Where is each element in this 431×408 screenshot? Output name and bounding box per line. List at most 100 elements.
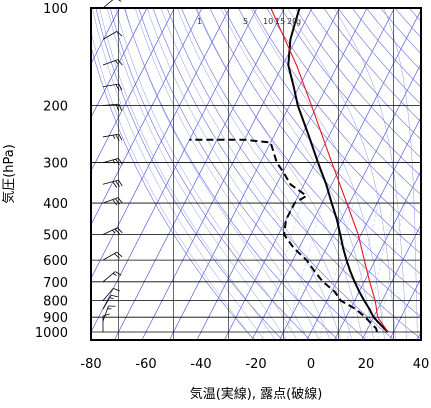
mixing-ratio-label: 5	[243, 17, 248, 26]
barb-flag	[117, 227, 123, 234]
moist-adiabat-line	[124, 8, 308, 340]
wind-barb	[102, 294, 118, 310]
barb-flag	[114, 253, 120, 259]
isotherm-line	[169, 8, 340, 340]
moist-adiabat-line	[383, 8, 418, 339]
y-tick-label: 800	[43, 295, 68, 310]
mixing-ratio-label: 1	[197, 17, 202, 26]
wind-barb	[102, 83, 123, 91]
isotherm-line	[224, 8, 395, 340]
barb-flag	[112, 181, 118, 188]
barb-flag	[114, 228, 120, 235]
isotherm-line	[142, 8, 313, 340]
dry-adiabat-line	[195, 8, 421, 296]
data-series	[189, 8, 389, 333]
barb-flag	[117, 59, 123, 66]
mixing-ratio-label: g	[296, 17, 301, 26]
wind-barb	[102, 251, 123, 261]
mixing-ratio-line	[364, 203, 395, 339]
x-tick-label: -80	[80, 357, 101, 372]
y-tick-label: 400	[43, 197, 68, 212]
wind-barb	[102, 59, 123, 66]
x-tick-labels: -80 -60 -40 -20 0 20 40	[80, 357, 429, 372]
mixing-ratio-label: 20	[287, 17, 297, 26]
moist-adiabat-line	[160, 8, 341, 339]
dry-adiabat-line	[138, 8, 366, 340]
barb-flag	[118, 158, 123, 165]
barb-flag	[116, 31, 123, 37]
isotherm-line	[197, 8, 368, 340]
y-tick-label: 1000	[35, 326, 68, 341]
barb-staff	[102, 0, 114, 9]
x-tick-label: 0	[307, 357, 315, 372]
dry-adiabat-line	[209, 8, 421, 275]
y-tick-label: 600	[43, 254, 68, 269]
wind-barb	[102, 313, 110, 332]
wind-barb	[102, 227, 123, 235]
mixing-ratio-label: 10	[263, 17, 273, 26]
barb-flag	[115, 84, 120, 91]
mixing-ratio-line	[285, 203, 323, 339]
isotherm-line	[91, 8, 175, 172]
wind-barb	[102, 31, 123, 40]
moist-adiabat-line	[177, 8, 352, 339]
y-tick-label: 900	[43, 311, 68, 326]
dry-adiabat-line	[109, 8, 310, 340]
barb-flag	[115, 104, 120, 111]
barb-flag	[116, 251, 123, 258]
wind-barb	[102, 158, 123, 166]
isotherm-line	[307, 116, 421, 340]
barb-flag	[109, 297, 114, 299]
dry-adiabat-line	[124, 8, 338, 340]
barb-flag	[115, 158, 120, 166]
wind-barb	[102, 103, 123, 111]
isotherm-line	[114, 8, 285, 340]
wind-barb	[102, 305, 116, 322]
barb-flag	[115, 180, 120, 187]
moist-adiabat-line	[196, 8, 363, 339]
series-dewpoint-line	[189, 138, 378, 333]
dry-adiabat-line	[166, 8, 421, 340]
barb-staff	[102, 295, 112, 310]
barb-flag	[110, 294, 118, 298]
dry-adiabat-line	[294, 8, 421, 159]
moist-adiabat-line	[99, 8, 275, 340]
dry-adiabat-line	[266, 8, 421, 196]
barb-staff	[102, 288, 114, 301]
wind-barbs	[102, 0, 123, 332]
dry-adiabat-line	[95, 8, 282, 340]
barb-flag	[118, 179, 123, 187]
series-temperature-line	[287, 8, 389, 333]
isotherm-line	[389, 277, 421, 340]
barb-staff	[102, 31, 118, 40]
isotherm-line	[279, 62, 421, 340]
x-tick-label: -20	[245, 357, 266, 372]
series-parcel-line	[270, 8, 389, 333]
wind-barb	[102, 0, 122, 9]
barb-flag	[112, 159, 116, 164]
dry-adiabat-line	[152, 8, 394, 340]
barb-flag	[111, 229, 116, 234]
moist-adiabat-line	[115, 8, 297, 340]
y-tick-label: 200	[43, 100, 68, 115]
mixing-ratio-line	[319, 203, 354, 339]
mixing-ratio-line	[261, 203, 302, 339]
wind-barb	[102, 271, 122, 283]
moist-adiabat-line	[146, 8, 330, 339]
barb-flag	[102, 313, 110, 317]
moist-adiabat-line	[333, 8, 407, 339]
wind-barb	[102, 179, 123, 188]
moist-adiabat-line	[135, 8, 319, 339]
barb-staff	[102, 251, 118, 261]
wind-barb	[102, 197, 123, 206]
dry-adiabat-line	[91, 45, 254, 340]
barb-flag	[113, 287, 120, 292]
barb-flag	[112, 199, 118, 206]
y-axis-title: 気圧(hPa)	[1, 144, 17, 204]
barb-flag	[118, 0, 122, 2]
barb-flag	[112, 134, 116, 139]
dry-adiabat-line	[238, 8, 421, 235]
barb-flag	[118, 83, 123, 91]
